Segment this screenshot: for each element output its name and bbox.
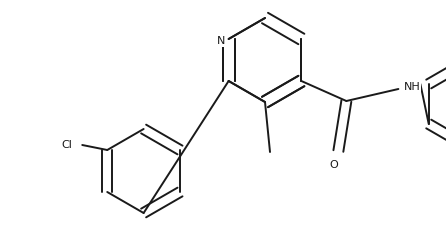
Text: Cl: Cl [62, 140, 73, 150]
Text: NH: NH [404, 82, 421, 92]
Text: N: N [216, 36, 225, 46]
Text: O: O [329, 160, 338, 170]
